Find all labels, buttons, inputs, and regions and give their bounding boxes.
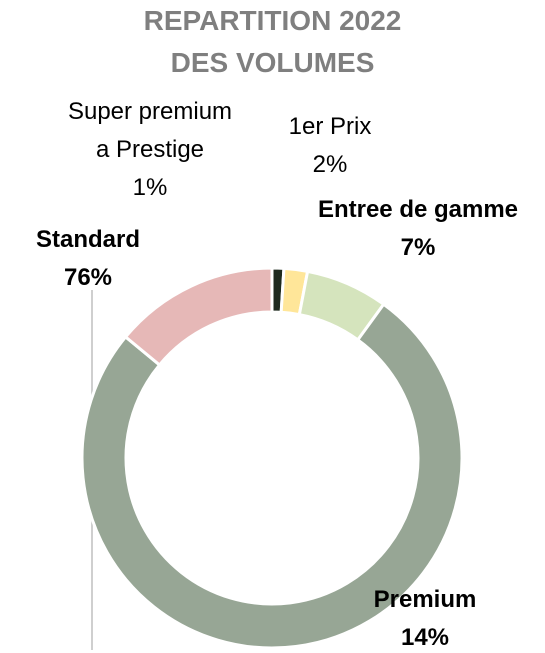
value-label: 14% [400, 624, 450, 651]
category-label: Super premium a Prestige [67, 98, 233, 163]
data-label: Premium 14% [295, 581, 545, 653]
donut-slice [80, 302, 464, 650]
data-label: Standard 76% [0, 221, 218, 297]
data-label: Super premium a Prestige 1% [20, 93, 280, 207]
value-label: 7% [400, 234, 436, 261]
category-label: 1er Prix [288, 113, 372, 140]
category-label: Standard [35, 226, 140, 253]
chart-title: REPARTITION 2022 DES VOLUMES [143, 5, 402, 78]
donut-slice [123, 266, 274, 368]
value-label: 76% [63, 264, 113, 291]
data-label: 1er Prix 2% [200, 108, 460, 184]
data-label: Entree de gamme 7% [288, 191, 545, 267]
value-label: 1% [132, 174, 168, 201]
value-label: 2% [312, 151, 348, 178]
category-label: Entree de gamme [317, 196, 519, 223]
category-label: Premium [373, 586, 477, 613]
